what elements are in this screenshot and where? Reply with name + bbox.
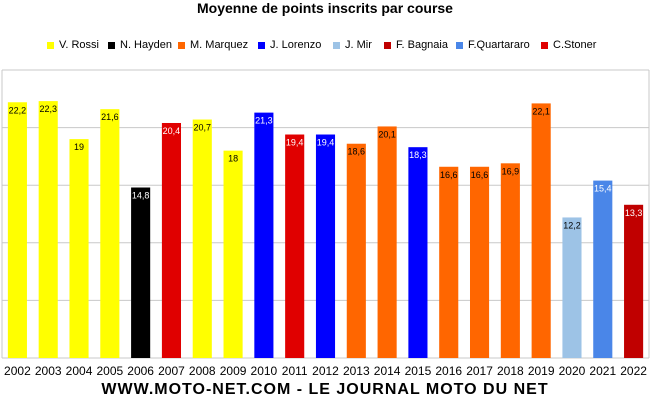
- data-label: 14,8: [132, 191, 150, 201]
- legend-swatch: [541, 41, 548, 49]
- legend-label: J. Lorenzo: [270, 39, 322, 51]
- x-tick-label: 2020: [559, 364, 586, 378]
- bar: [100, 109, 120, 358]
- x-tick-label: 2010: [251, 364, 278, 378]
- legend-swatch: [178, 41, 185, 49]
- x-tick-label: 2008: [189, 364, 216, 378]
- bars: [7, 101, 644, 359]
- x-tick-label: 2015: [405, 364, 432, 378]
- bar: [38, 101, 58, 358]
- x-tick-label: 2007: [158, 364, 185, 378]
- legend-label: F.Quartararo: [468, 39, 530, 51]
- bar: [562, 217, 582, 358]
- data-label: 22,2: [9, 105, 27, 115]
- data-label: 19,4: [286, 138, 304, 148]
- bar: [346, 143, 366, 358]
- bar: [192, 119, 212, 358]
- data-label: 16,6: [440, 170, 458, 180]
- legend-swatch: [333, 41, 340, 49]
- legend-item: J. Mir: [333, 38, 372, 52]
- legend-label: V. Rossi: [59, 39, 99, 51]
- x-tick-label: 2017: [466, 364, 493, 378]
- x-tick-label: 2002: [4, 364, 31, 378]
- x-tick-label: 2011: [282, 364, 308, 378]
- bar: [131, 187, 151, 358]
- bar: [593, 180, 613, 358]
- bar: [7, 102, 27, 358]
- x-tick-label: 2006: [127, 364, 154, 378]
- data-label: 22,1: [532, 106, 550, 116]
- data-label: 22,3: [39, 104, 57, 114]
- x-tick-labels: 2002 2003 2004 2005 2006 2007 2008 2009 2010 2011…: [4, 364, 647, 378]
- x-tick-label: 2012: [312, 364, 339, 378]
- data-label: 21,3: [255, 116, 273, 126]
- legend: V. Rossi N. Hayden M. Marquez J. Lorenzo J. …: [0, 38, 650, 52]
- legend-label: C.Stoner: [553, 39, 597, 51]
- data-labels: 22,2 22,3 19 21,6 14,8 20,4 20,7 18 21,3 19,4 19,4…: [9, 104, 643, 230]
- legend-label: F. Bagnaia: [396, 39, 448, 51]
- data-label: 20,1: [378, 129, 396, 139]
- data-label: 15,4: [594, 184, 612, 194]
- x-tick-label: 2004: [66, 364, 93, 378]
- data-label: 18,6: [348, 147, 366, 157]
- data-label: 13,3: [625, 208, 643, 218]
- footer-watermark: WWW.MOTO-NET.COM - LE JOURNAL MOTO DU NE…: [101, 381, 549, 398]
- data-label: 16,6: [471, 170, 489, 180]
- data-label: 12,2: [563, 220, 581, 230]
- data-label: 20,4: [163, 126, 181, 136]
- legend-label: M. Marquez: [190, 39, 249, 51]
- bar: [531, 103, 551, 359]
- data-label: 19,4: [317, 138, 335, 148]
- legend-item: M. Marquez: [178, 38, 248, 52]
- legend-swatch: [47, 41, 54, 49]
- x-tick-label: 2005: [96, 364, 123, 378]
- bar: [377, 126, 397, 358]
- bar: [69, 139, 89, 358]
- legend-item: F.Quartararo: [456, 38, 530, 52]
- bar: [408, 147, 428, 358]
- bar: [161, 122, 182, 358]
- legend-swatch: [384, 41, 391, 49]
- chart-title: Moyenne de points inscrits par course: [197, 0, 453, 16]
- data-label: 19: [74, 142, 84, 152]
- bar: [624, 204, 644, 358]
- legend-swatch: [456, 41, 463, 49]
- bar: [223, 150, 243, 358]
- x-tick-label: 2018: [497, 364, 524, 378]
- x-tick-label: 2013: [343, 364, 370, 378]
- x-tick-label: 2009: [220, 364, 247, 378]
- bar-chart: 22,2 22,3 19 21,6 14,8 20,4 20,7 18 21,3 19,4 19,4…: [1, 69, 650, 378]
- legend-item: N. Hayden: [108, 38, 172, 52]
- legend-item: V. Rossi: [47, 38, 99, 52]
- bar: [439, 166, 459, 358]
- legend-label: N. Hayden: [120, 39, 172, 51]
- bar: [500, 163, 520, 358]
- legend-label: J. Mir: [345, 39, 372, 51]
- legend-item: C.Stoner: [541, 38, 596, 52]
- x-tick-label: 2016: [435, 364, 462, 378]
- x-tick-label: 2014: [374, 364, 401, 378]
- x-tick-label: 2003: [35, 364, 62, 378]
- bar: [285, 134, 305, 358]
- bar: [315, 134, 336, 358]
- x-tick-label: 2019: [528, 364, 555, 378]
- legend-item: J. Lorenzo: [258, 38, 321, 52]
- legend-swatch: [108, 41, 115, 49]
- legend-swatch: [258, 41, 265, 49]
- data-label: 18,3: [409, 150, 427, 160]
- data-label: 21,6: [101, 112, 119, 122]
- bar: [254, 112, 274, 359]
- x-tick-label: 2022: [620, 364, 647, 378]
- bar: [469, 166, 490, 358]
- legend-item: F. Bagnaia: [384, 38, 448, 52]
- data-label: 18: [228, 154, 238, 164]
- data-label: 16,9: [502, 166, 520, 176]
- data-label: 20,7: [193, 123, 211, 133]
- x-tick-label: 2021: [589, 364, 616, 378]
